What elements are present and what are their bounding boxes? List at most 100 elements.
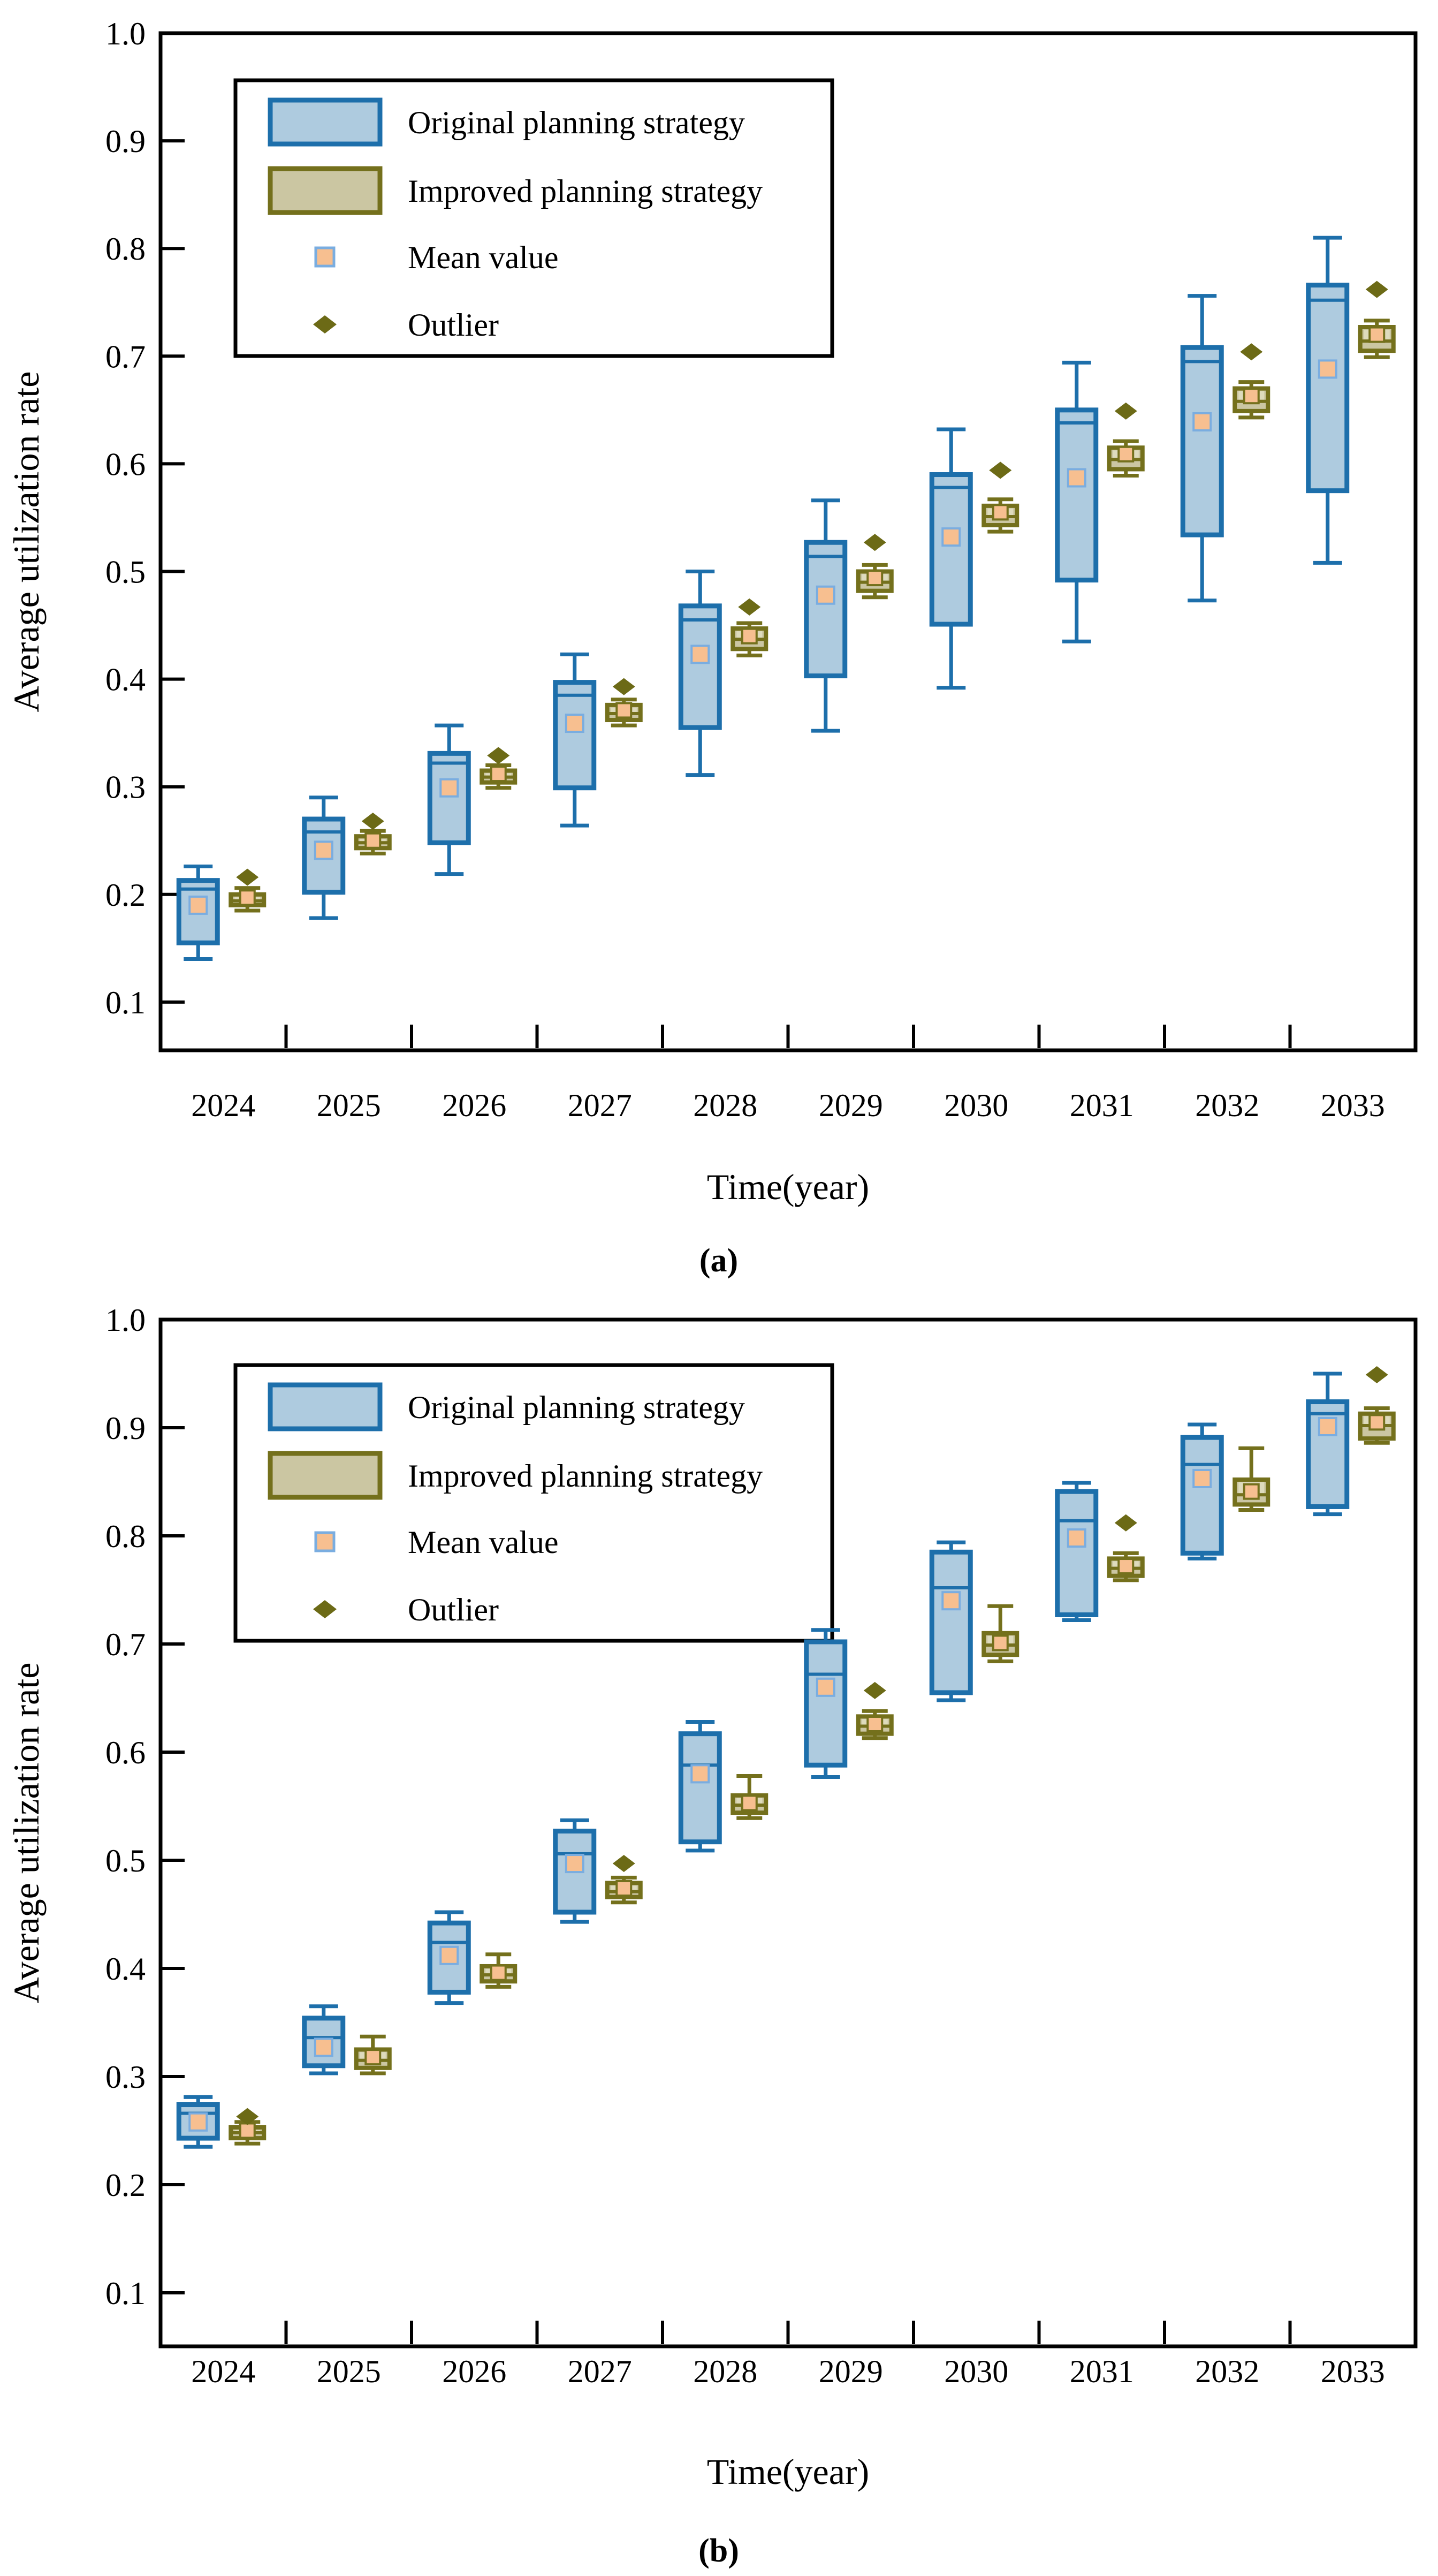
box-original-2030 <box>929 427 973 690</box>
box-improved-2026 <box>480 747 518 790</box>
outlier-diamond <box>236 868 259 886</box>
caption-b: (b) <box>698 2533 739 2569</box>
y-tick-label: 0.9 <box>105 124 146 159</box>
y-tick-label: 1.0 <box>105 16 146 51</box>
outlier-diamond <box>361 813 384 830</box>
x-tick-label-2031: 2031 <box>1070 1088 1134 1123</box>
mean-square <box>992 1634 1009 1651</box>
iqr-box <box>929 472 973 627</box>
x-tick-label-2032: 2032 <box>1195 1088 1259 1123</box>
mean-square <box>1117 445 1135 463</box>
mean-square <box>1067 1528 1086 1548</box>
x-tick-label-2030: 2030 <box>944 1088 1008 1123</box>
x-tick-label-2029: 2029 <box>819 2354 883 2389</box>
box-improved-2028 <box>731 598 769 657</box>
mean-square <box>490 1964 507 1981</box>
x-tick-label-2029: 2029 <box>819 1088 883 1123</box>
mean-square <box>439 1945 459 1965</box>
outlier-diamond <box>738 598 761 616</box>
mean-square <box>314 2037 333 2057</box>
mean-square <box>439 778 459 798</box>
x-tick-label-2024: 2024 <box>191 2354 255 2389</box>
legend-outlier-diamond-icon <box>313 1600 337 1618</box>
y-tick-label: 0.2 <box>105 877 146 913</box>
box-improved-2032 <box>1232 343 1270 420</box>
plot-frame-b <box>158 1317 1418 2348</box>
y-tick-label: 0.7 <box>105 1627 146 1662</box>
mean-square <box>1243 388 1260 405</box>
box-original-2024 <box>176 865 220 961</box>
box-improved-2032 <box>1232 1446 1270 1512</box>
box-original-2030 <box>929 1540 973 1702</box>
y-tick-label: 0.1 <box>105 985 146 1020</box>
box-original-2032 <box>1180 1422 1224 1560</box>
box-original-2031 <box>1055 1481 1099 1623</box>
box-original-2029 <box>804 498 848 733</box>
mean-square <box>1192 412 1212 431</box>
legend-label-2: Mean value <box>408 1525 559 1560</box>
y-tick-label: 0.6 <box>105 1735 146 1770</box>
legend-label-1: Improved planning strategy <box>408 1458 763 1494</box>
x-tick-label-2025: 2025 <box>317 1088 381 1123</box>
outlier-diamond <box>1365 1366 1388 1384</box>
mean-square <box>816 585 835 605</box>
legend-mean-square-icon <box>314 246 336 268</box>
box-improved-2024 <box>229 2108 267 2146</box>
mean-square <box>314 840 333 860</box>
box-improved-2027 <box>605 1855 643 1905</box>
mean-square <box>1067 468 1086 488</box>
y-axis-title: Average utilization rate <box>6 372 47 713</box>
box-improved-2026 <box>480 1952 518 1989</box>
box-improved-2029 <box>856 1681 894 1740</box>
iqr-box <box>553 680 597 791</box>
box-original-2027 <box>553 652 597 828</box>
mean-square <box>941 1591 961 1611</box>
y-tick-label: 0.1 <box>105 2276 146 2311</box>
legend-label-0: Original planning strategy <box>408 1390 745 1425</box>
box-improved-2025 <box>354 2034 392 2075</box>
outlier-diamond <box>1365 281 1388 298</box>
mean-square <box>364 832 382 849</box>
outlier-diamond <box>1240 343 1263 361</box>
mean-square <box>188 895 208 915</box>
y-tick-label: 1.0 <box>105 1306 146 1338</box>
mean-square <box>565 1854 584 1874</box>
mean-square <box>741 627 758 645</box>
iqr-box <box>1180 1435 1224 1556</box>
caption-a: (a) <box>699 1242 738 1279</box>
iqr-box <box>678 1731 722 1845</box>
box-improved-2027 <box>605 678 643 728</box>
x-tick-label-2028: 2028 <box>693 2354 757 2389</box>
legend-label-0: Original planning strategy <box>408 105 745 140</box>
iqr-box <box>804 540 848 679</box>
legend-label-1: Improved planning strategy <box>408 173 763 209</box>
legend-label-2: Mean value <box>408 240 559 275</box>
box-improved-2024 <box>229 868 267 913</box>
outlier-diamond <box>863 534 886 551</box>
legend-label-3: Outlier <box>408 307 499 343</box>
box-improved-2031 <box>1107 1514 1145 1582</box>
box-original-2028 <box>678 1719 722 1853</box>
box-improved-2033 <box>1358 1366 1396 1445</box>
iqr-box <box>1306 283 1350 494</box>
legend-swatch-improved <box>268 166 383 215</box>
mean-square <box>239 2122 256 2139</box>
mean-square <box>1368 326 1386 343</box>
mean-square <box>941 527 961 547</box>
iqr-box <box>929 1549 973 1695</box>
iqr-box <box>1055 407 1099 583</box>
iqr-box <box>1055 1489 1099 1617</box>
box-improved-2029 <box>856 534 894 600</box>
y-tick-label: 0.4 <box>105 662 146 698</box>
y-tick-label: 0.5 <box>105 1843 146 1878</box>
box-original-2024 <box>176 2095 220 2149</box>
outlier-diamond <box>1114 402 1137 420</box>
plot-frame-a <box>158 31 1418 1052</box>
outlier-diamond <box>989 461 1012 479</box>
mean-square <box>490 766 507 783</box>
box-original-2033 <box>1306 236 1350 565</box>
box-original-2028 <box>678 570 722 777</box>
box-improved-2030 <box>982 1604 1019 1663</box>
chart-a: 0.1 0.2 0.3 0.4 0.5 0.6 0.7 0.8 0.9 1.0 2024 2025 20… <box>6 16 1418 1279</box>
legend-mean-square-icon <box>314 1531 336 1552</box>
